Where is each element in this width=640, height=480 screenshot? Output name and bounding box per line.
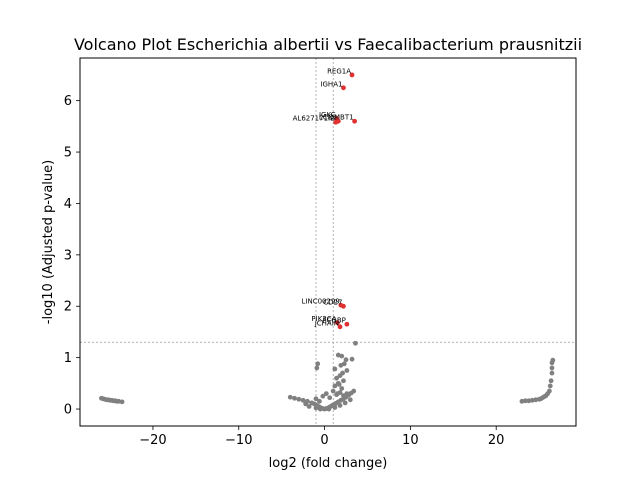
x-tick-label: 20 (488, 433, 505, 448)
point-significant (341, 85, 346, 91)
threshold-lines (80, 58, 576, 426)
gene-label: LINC00299 (302, 298, 340, 306)
y-tick-label: 0 (64, 403, 72, 418)
point-not-significant (303, 401, 309, 407)
point-not-significant (327, 395, 333, 401)
point-not-significant (546, 388, 552, 394)
point-not-significant (340, 370, 345, 376)
point-not-significant (326, 406, 332, 412)
gene-label: REG1A (327, 67, 351, 75)
y-tick-label: 5 (64, 146, 72, 161)
y-tick-label: 1 (64, 351, 72, 366)
point-not-significant (522, 398, 528, 404)
gene-label: DMBT1 (329, 114, 354, 122)
y-tick-label: 2 (64, 300, 72, 315)
gene-label: LCN2 (319, 114, 337, 122)
point-not-significant (317, 398, 322, 404)
y-tick-label: 6 (64, 94, 72, 109)
point-not-significant (347, 397, 353, 403)
point-not-significant (306, 404, 312, 409)
y-axis-ticks: 0 1 2 3 4 5 6 (64, 94, 80, 418)
point-not-significant (314, 365, 320, 371)
point-significant (352, 118, 358, 124)
gene-label: FCGBP (323, 317, 346, 325)
point-not-significant (313, 405, 319, 411)
x-axis-ticks: −20 −10 0 10 20 (139, 426, 504, 448)
point-not-significant (341, 361, 347, 367)
x-tick-label: 0 (320, 433, 328, 448)
gene-label: AL627171.2 (293, 115, 335, 123)
point-not-significant (332, 366, 338, 372)
gene-label: IGKC (319, 111, 336, 119)
point-not-significant (300, 397, 306, 403)
point-not-significant (332, 405, 338, 410)
point-not-significant (337, 403, 343, 408)
point-not-significant (335, 391, 340, 397)
x-axis-label: log2 (fold change) (269, 456, 388, 471)
point-not-significant (343, 357, 349, 363)
point-not-significant (549, 370, 555, 376)
point-significant (341, 303, 346, 309)
point-significant (344, 321, 350, 327)
x-tick-label: −20 (139, 433, 166, 448)
point-not-significant (323, 391, 329, 397)
y-tick-label: 3 (64, 248, 72, 263)
point-not-significant (332, 383, 338, 389)
x-tick-label: 10 (402, 433, 419, 448)
point-not-significant (342, 400, 348, 406)
gene-label: JCHAIN (314, 319, 339, 327)
point-not-significant (296, 396, 302, 402)
data-points (99, 72, 556, 412)
point-significant (335, 320, 340, 326)
point-not-significant (334, 375, 339, 381)
chart-title: Volcano Plot Escherichia albertii vs Fae… (74, 35, 582, 54)
gene-label: PIK3CA (311, 315, 336, 323)
point-not-significant (339, 353, 345, 359)
point-not-significant (353, 340, 358, 346)
point-not-significant (339, 386, 345, 391)
plot-frame (79, 57, 577, 427)
point-not-significant (313, 396, 319, 402)
point-not-significant (317, 406, 323, 412)
point-not-significant (341, 378, 346, 384)
point-not-significant (119, 399, 125, 405)
x-tick-label: −10 (225, 433, 252, 448)
point-not-significant (547, 383, 553, 389)
point-not-significant (351, 388, 357, 394)
y-axis-label: -log10 (Adjusted p-value) (41, 160, 56, 324)
point-not-significant (349, 356, 355, 362)
point-not-significant (287, 394, 293, 400)
point-not-significant (315, 361, 321, 367)
point-not-significant (330, 388, 336, 394)
point-not-significant (344, 391, 350, 397)
point-not-significant (292, 395, 297, 401)
point-not-significant (336, 381, 342, 387)
gene-label: CD27 (323, 299, 342, 307)
point-significant (349, 72, 355, 78)
y-tick-label: 4 (64, 197, 72, 212)
point-not-significant (549, 360, 555, 366)
point-significant (333, 119, 339, 125)
point-not-significant (548, 378, 554, 384)
point-not-significant (344, 368, 350, 373)
point-not-significant (320, 393, 326, 399)
point-significant (337, 324, 343, 330)
gene-label: IGHA1 (320, 80, 342, 88)
point-not-significant (549, 365, 555, 371)
